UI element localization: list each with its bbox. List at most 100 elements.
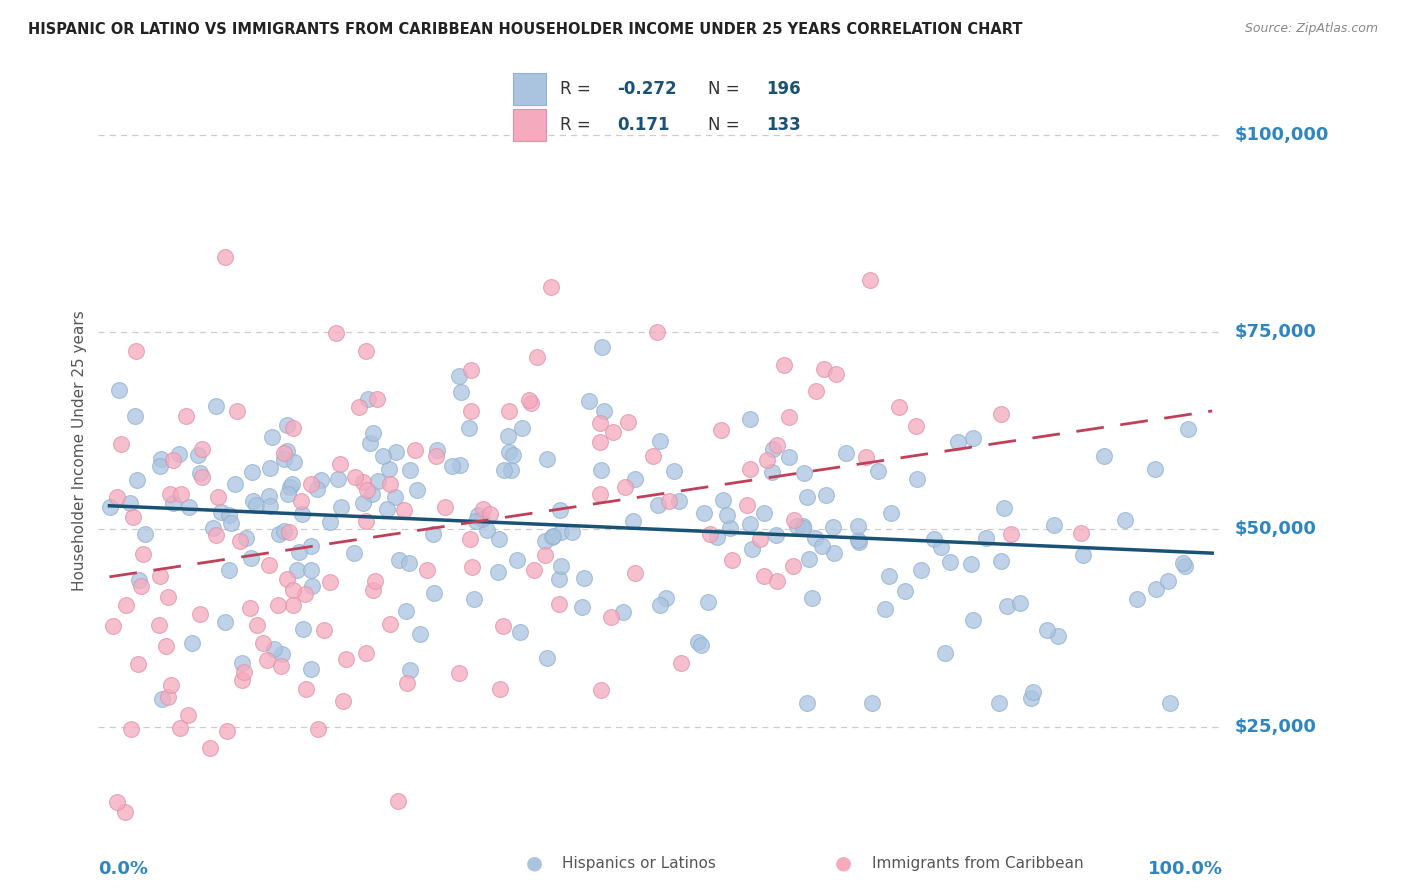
Point [711,492,734,507]
Point [215,724,238,739]
Point [309,473,332,487]
Point [325,326,347,340]
Point [328,472,350,486]
Point [380,616,402,631]
Point [962,431,984,445]
Point [877,569,900,583]
Point [242,493,264,508]
Point [796,490,818,504]
Point [170,487,193,501]
Point [156,690,179,704]
Point [645,325,668,339]
Text: N =: N = [709,116,740,134]
Point [129,579,152,593]
Point [343,470,366,484]
Point [398,556,420,570]
Point [995,599,1018,614]
Point [218,563,240,577]
Point [205,527,228,541]
Point [229,533,252,548]
Point [277,524,299,539]
Point [273,452,295,467]
Point [354,343,377,358]
Point [478,508,501,522]
Point [797,551,820,566]
Point [749,532,772,546]
Point [1171,556,1194,570]
Point [105,795,128,809]
Point [754,506,776,520]
Point [924,532,946,546]
Point [291,508,314,522]
Point [658,493,681,508]
Point [283,455,305,469]
Text: Hispanics or Latinos: Hispanics or Latinos [562,856,716,871]
Point [425,449,447,463]
Point [766,438,789,452]
Point [905,472,928,486]
Point [281,477,304,491]
Point [278,481,301,495]
Text: $100,000: $100,000 [1234,126,1329,144]
Point [740,461,762,475]
Point [571,599,593,614]
Point [574,571,596,585]
Point [377,462,399,476]
Point [177,500,200,515]
Point [231,673,253,688]
Point [276,572,298,586]
Point [252,636,274,650]
Point [783,513,806,527]
Point [291,623,314,637]
Point [502,449,524,463]
Point [373,449,395,463]
Point [990,553,1012,567]
Point [621,514,644,528]
Point [294,586,316,600]
Point [233,665,256,679]
Point [1036,623,1059,637]
Point [934,646,956,660]
Point [388,553,411,567]
Point [426,442,449,457]
Point [155,639,177,653]
Point [823,546,845,560]
Point [486,566,509,580]
Point [801,591,824,606]
Point [132,547,155,561]
Point [591,463,613,477]
Point [157,590,180,604]
Point [686,634,709,648]
Point [375,501,398,516]
Point [162,453,184,467]
Point [498,429,520,443]
Point [550,524,572,539]
Point [526,351,548,365]
Point [404,442,426,457]
Point [835,446,858,460]
Point [108,383,131,397]
Point [352,475,374,489]
Point [624,473,647,487]
Point [356,483,378,497]
Point [738,516,761,531]
Point [520,396,543,410]
Point [433,500,456,514]
Point [475,523,498,537]
Point [352,495,374,509]
Point [273,446,295,460]
Point [778,450,800,465]
Text: $25,000: $25,000 [1234,718,1316,736]
Point [904,419,927,434]
Text: 0.0%: 0.0% [98,860,149,878]
Point [716,508,738,522]
Point [1047,629,1070,643]
Point [162,496,184,510]
Point [578,393,600,408]
Text: $75,000: $75,000 [1234,323,1316,341]
Point [307,483,329,497]
Point [501,462,523,476]
Point [815,488,838,502]
Point [394,502,416,516]
Point [207,491,229,505]
